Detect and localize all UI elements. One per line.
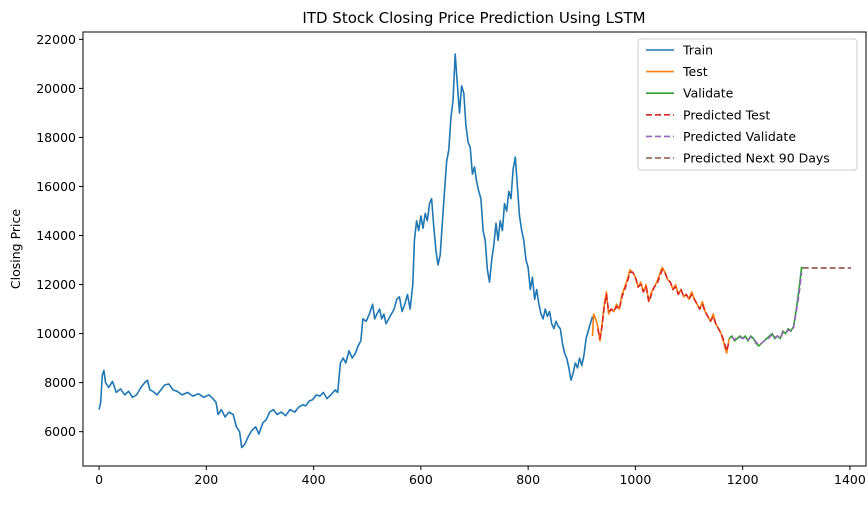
y-tick-label: 8000 <box>44 375 76 390</box>
x-axis: 0 200 400 600 800 1000 1200 1400 <box>95 466 866 487</box>
y-axis: 6000 8000 10000 12000 14000 16000 18000 20000 22… <box>36 32 83 439</box>
x-tick-label: 1200 <box>727 472 759 487</box>
legend-box <box>637 38 858 171</box>
y-tick-label: 6000 <box>44 424 76 439</box>
legend-label-3: Predicted Test <box>683 107 770 122</box>
y-tick-label: 18000 <box>36 130 76 145</box>
x-tick-label: 600 <box>409 472 433 487</box>
y-tick-label: 10000 <box>36 326 76 341</box>
x-tick-label: 1400 <box>834 472 866 487</box>
x-tick-label: 1000 <box>619 472 651 487</box>
legend-label-1: Test <box>682 64 708 79</box>
series-layer <box>98 53 851 449</box>
plot-frame <box>82 31 867 467</box>
chart-title: ITD Stock Closing Price Prediction Using… <box>302 9 645 27</box>
x-tick-label: 400 <box>302 472 326 487</box>
x-tick-label: 800 <box>516 472 540 487</box>
y-tick-label: 12000 <box>36 277 76 292</box>
y-tick-label: 22000 <box>36 32 76 47</box>
legend: Train Test Validate Predicted Test Predicted… <box>637 38 858 171</box>
y-axis-title: Closing Price <box>8 209 23 289</box>
legend-label-5: Predicted Next 90 Days <box>683 151 830 166</box>
x-tick-label: 0 <box>95 472 103 487</box>
legend-label-2: Validate <box>683 86 734 101</box>
y-tick-label: 16000 <box>36 179 76 194</box>
y-tick-label: 20000 <box>36 81 76 96</box>
legend-label-0: Train <box>682 43 713 58</box>
series-line-3 <box>597 269 730 352</box>
series-line-0 <box>98 53 594 449</box>
x-tick-label: 200 <box>194 472 218 487</box>
series-line-4 <box>731 272 803 346</box>
legend-label-4: Predicted Validate <box>683 129 796 144</box>
y-tick-label: 14000 <box>36 228 76 243</box>
